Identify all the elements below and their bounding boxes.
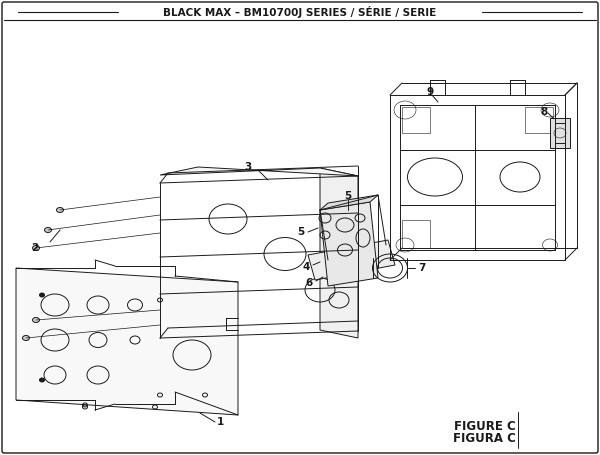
Polygon shape (16, 268, 238, 415)
Polygon shape (160, 167, 358, 176)
Ellipse shape (44, 228, 52, 233)
Text: 1: 1 (217, 417, 224, 427)
Ellipse shape (56, 207, 64, 212)
Text: 5: 5 (297, 227, 304, 237)
Polygon shape (320, 168, 358, 338)
Text: 9: 9 (427, 87, 434, 97)
Text: 4: 4 (302, 262, 310, 272)
Ellipse shape (40, 293, 44, 297)
Text: 8: 8 (541, 107, 548, 117)
Text: FIGURE C: FIGURE C (454, 420, 516, 433)
Ellipse shape (32, 246, 40, 251)
Text: 6: 6 (306, 278, 313, 288)
Text: 2: 2 (31, 243, 38, 253)
Polygon shape (320, 202, 378, 286)
Ellipse shape (40, 378, 44, 382)
Text: 3: 3 (245, 162, 252, 172)
Text: 5: 5 (344, 191, 352, 201)
Polygon shape (320, 195, 378, 210)
Ellipse shape (32, 318, 40, 323)
Text: 7: 7 (418, 263, 425, 273)
Text: FIGURA C: FIGURA C (453, 431, 516, 445)
Ellipse shape (23, 335, 29, 340)
Polygon shape (308, 240, 395, 280)
Polygon shape (550, 118, 570, 148)
Text: BLACK MAX – BM10700J SERIES / SÉRIE / SERIE: BLACK MAX – BM10700J SERIES / SÉRIE / SE… (163, 6, 437, 18)
